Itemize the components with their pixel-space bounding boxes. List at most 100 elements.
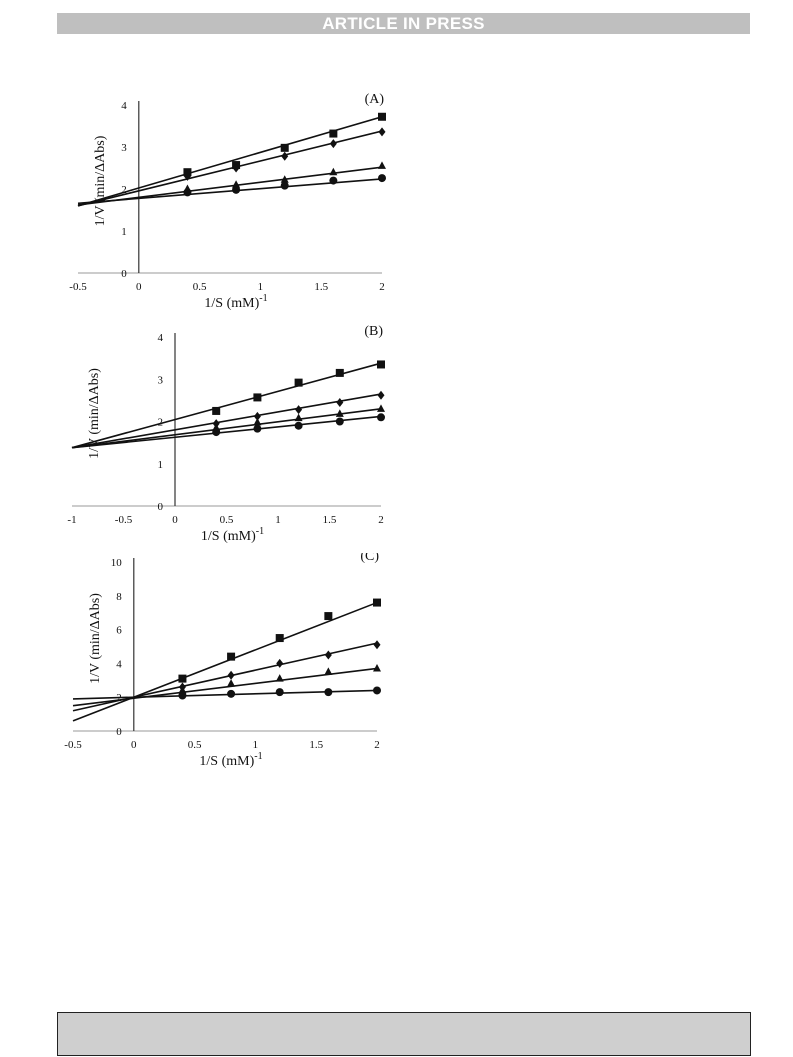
x-tick-label: 1 — [275, 514, 281, 526]
y-tick-label: 6 — [116, 625, 122, 637]
banner-text: ARTICLE IN PRESS — [322, 14, 485, 33]
data-point-circle — [294, 421, 303, 430]
x-tick-label: -0.5 — [69, 281, 87, 293]
data-point-circle — [378, 174, 386, 183]
y-tick-label: 10 — [111, 557, 123, 569]
data-point-diamond — [324, 650, 332, 660]
x-tick-label: 1 — [258, 281, 264, 293]
chart-panel-a: -0.5 0 0.5 1 1.5 2 0 1 2 3 4 (A) 1/S (mM)-1 1/V (min/… — [69, 92, 386, 311]
data-point-circle — [275, 688, 284, 697]
x-tick-label: 2 — [379, 281, 385, 293]
data-point-square — [253, 393, 262, 402]
data-point-triangle — [232, 180, 241, 188]
x-tick-label: 0.5 — [220, 514, 234, 526]
y-tick-label: 4 — [121, 100, 127, 112]
y-tick-label: 1 — [121, 226, 127, 238]
data-point-triangle — [324, 667, 333, 675]
data-point-square — [329, 129, 338, 138]
data-point-diamond — [232, 163, 240, 173]
y-tick-label: 0 — [116, 726, 122, 738]
x-tick-label: -0.5 — [64, 739, 82, 751]
data-point-square — [227, 652, 236, 661]
x-tick-label: 0.5 — [193, 281, 207, 293]
data-point-triangle — [253, 417, 262, 426]
x-tick-label: 1.5 — [314, 281, 328, 293]
x-tick-label: -0.5 — [115, 514, 133, 526]
data-point-diamond — [377, 390, 385, 400]
x-axis-title: 1/S (mM)-1 — [201, 526, 264, 544]
data-point-circle — [329, 176, 338, 185]
data-point-square — [275, 634, 284, 643]
x-tick-label: 0 — [136, 281, 142, 293]
data-point-diamond — [373, 640, 381, 650]
data-point-square — [377, 360, 385, 369]
data-point-circle — [232, 185, 241, 194]
y-tick-label: 0 — [121, 268, 127, 280]
panel-label: (A) — [365, 92, 385, 107]
data-point-triangle — [275, 674, 284, 682]
fit-line-diamond — [71, 393, 382, 449]
y-tick-label: 3 — [121, 142, 127, 154]
data-point-diamond — [336, 397, 344, 407]
data-point-square — [378, 112, 386, 121]
y-tick-label: 2 — [158, 417, 164, 429]
fit-line-circle — [71, 415, 382, 449]
x-axis-title: 1/S (mM)-1 — [199, 751, 262, 769]
fit-line-triangle — [71, 408, 382, 449]
data-point-triangle — [373, 663, 381, 672]
data-point-triangle — [280, 175, 289, 183]
y-axis-title: 1/V (min/ΔAbs) — [87, 368, 102, 459]
x-tick-label: 2 — [378, 514, 384, 526]
x-tick-label: 1.5 — [309, 739, 323, 751]
article-in-press-banner: ARTICLE IN PRESS — [57, 13, 750, 34]
data-point-square — [178, 674, 187, 683]
data-point-circle — [253, 424, 262, 433]
panel-label: (B) — [364, 325, 383, 339]
y-tick-label: 0 — [158, 501, 164, 513]
data-point-triangle — [378, 161, 386, 169]
data-point-diamond — [281, 151, 289, 161]
data-point-circle — [373, 686, 381, 695]
data-point-square — [294, 378, 303, 387]
x-axis-title: 1/S (mM)-1 — [204, 293, 267, 311]
data-point-circle — [280, 181, 289, 190]
data-point-circle — [178, 691, 187, 700]
y-tick-label: 1 — [158, 459, 164, 471]
data-point-diamond — [378, 127, 386, 137]
fit-line-square — [71, 362, 382, 449]
data-point-circle — [377, 413, 385, 422]
y-tick-label: 3 — [158, 374, 164, 386]
footer-box — [57, 1012, 751, 1056]
y-tick-label: 2 — [121, 184, 127, 196]
x-tick-label: 1 — [253, 739, 259, 751]
data-point-diamond — [329, 139, 337, 149]
data-point-triangle — [227, 679, 236, 687]
data-point-triangle — [335, 409, 344, 417]
data-point-diamond — [227, 670, 235, 680]
data-point-circle — [183, 188, 192, 197]
x-tick-label: 1.5 — [323, 514, 337, 526]
data-point-diamond — [276, 658, 284, 668]
data-point-triangle — [294, 413, 303, 422]
panel-label: (C) — [360, 553, 379, 564]
y-tick-label: 4 — [116, 658, 122, 670]
chart-panel-c: -0.500.511.520246810(C)1/S (mM)-11/V (mi… — [64, 553, 381, 769]
data-point-circle — [212, 428, 221, 437]
data-point-square — [324, 612, 333, 621]
data-point-circle — [227, 689, 236, 698]
data-point-square — [373, 598, 381, 607]
data-point-circle — [324, 688, 333, 697]
y-tick-label: 4 — [158, 332, 164, 344]
data-point-triangle — [178, 685, 187, 694]
data-point-square — [212, 406, 221, 415]
y-axis-title: 1/V (min/ΔAbs) — [93, 135, 108, 226]
data-point-diamond — [253, 411, 261, 421]
x-tick-label: 2 — [374, 739, 380, 751]
data-point-diamond — [295, 405, 303, 415]
x-tick-label: 0.5 — [188, 739, 202, 751]
data-point-square — [335, 368, 344, 377]
y-axis-title: 1/V (min/ΔAbs) — [88, 593, 103, 684]
fit-line-square — [72, 601, 378, 722]
x-tick-label: -1 — [67, 514, 76, 526]
data-point-diamond — [183, 171, 191, 181]
